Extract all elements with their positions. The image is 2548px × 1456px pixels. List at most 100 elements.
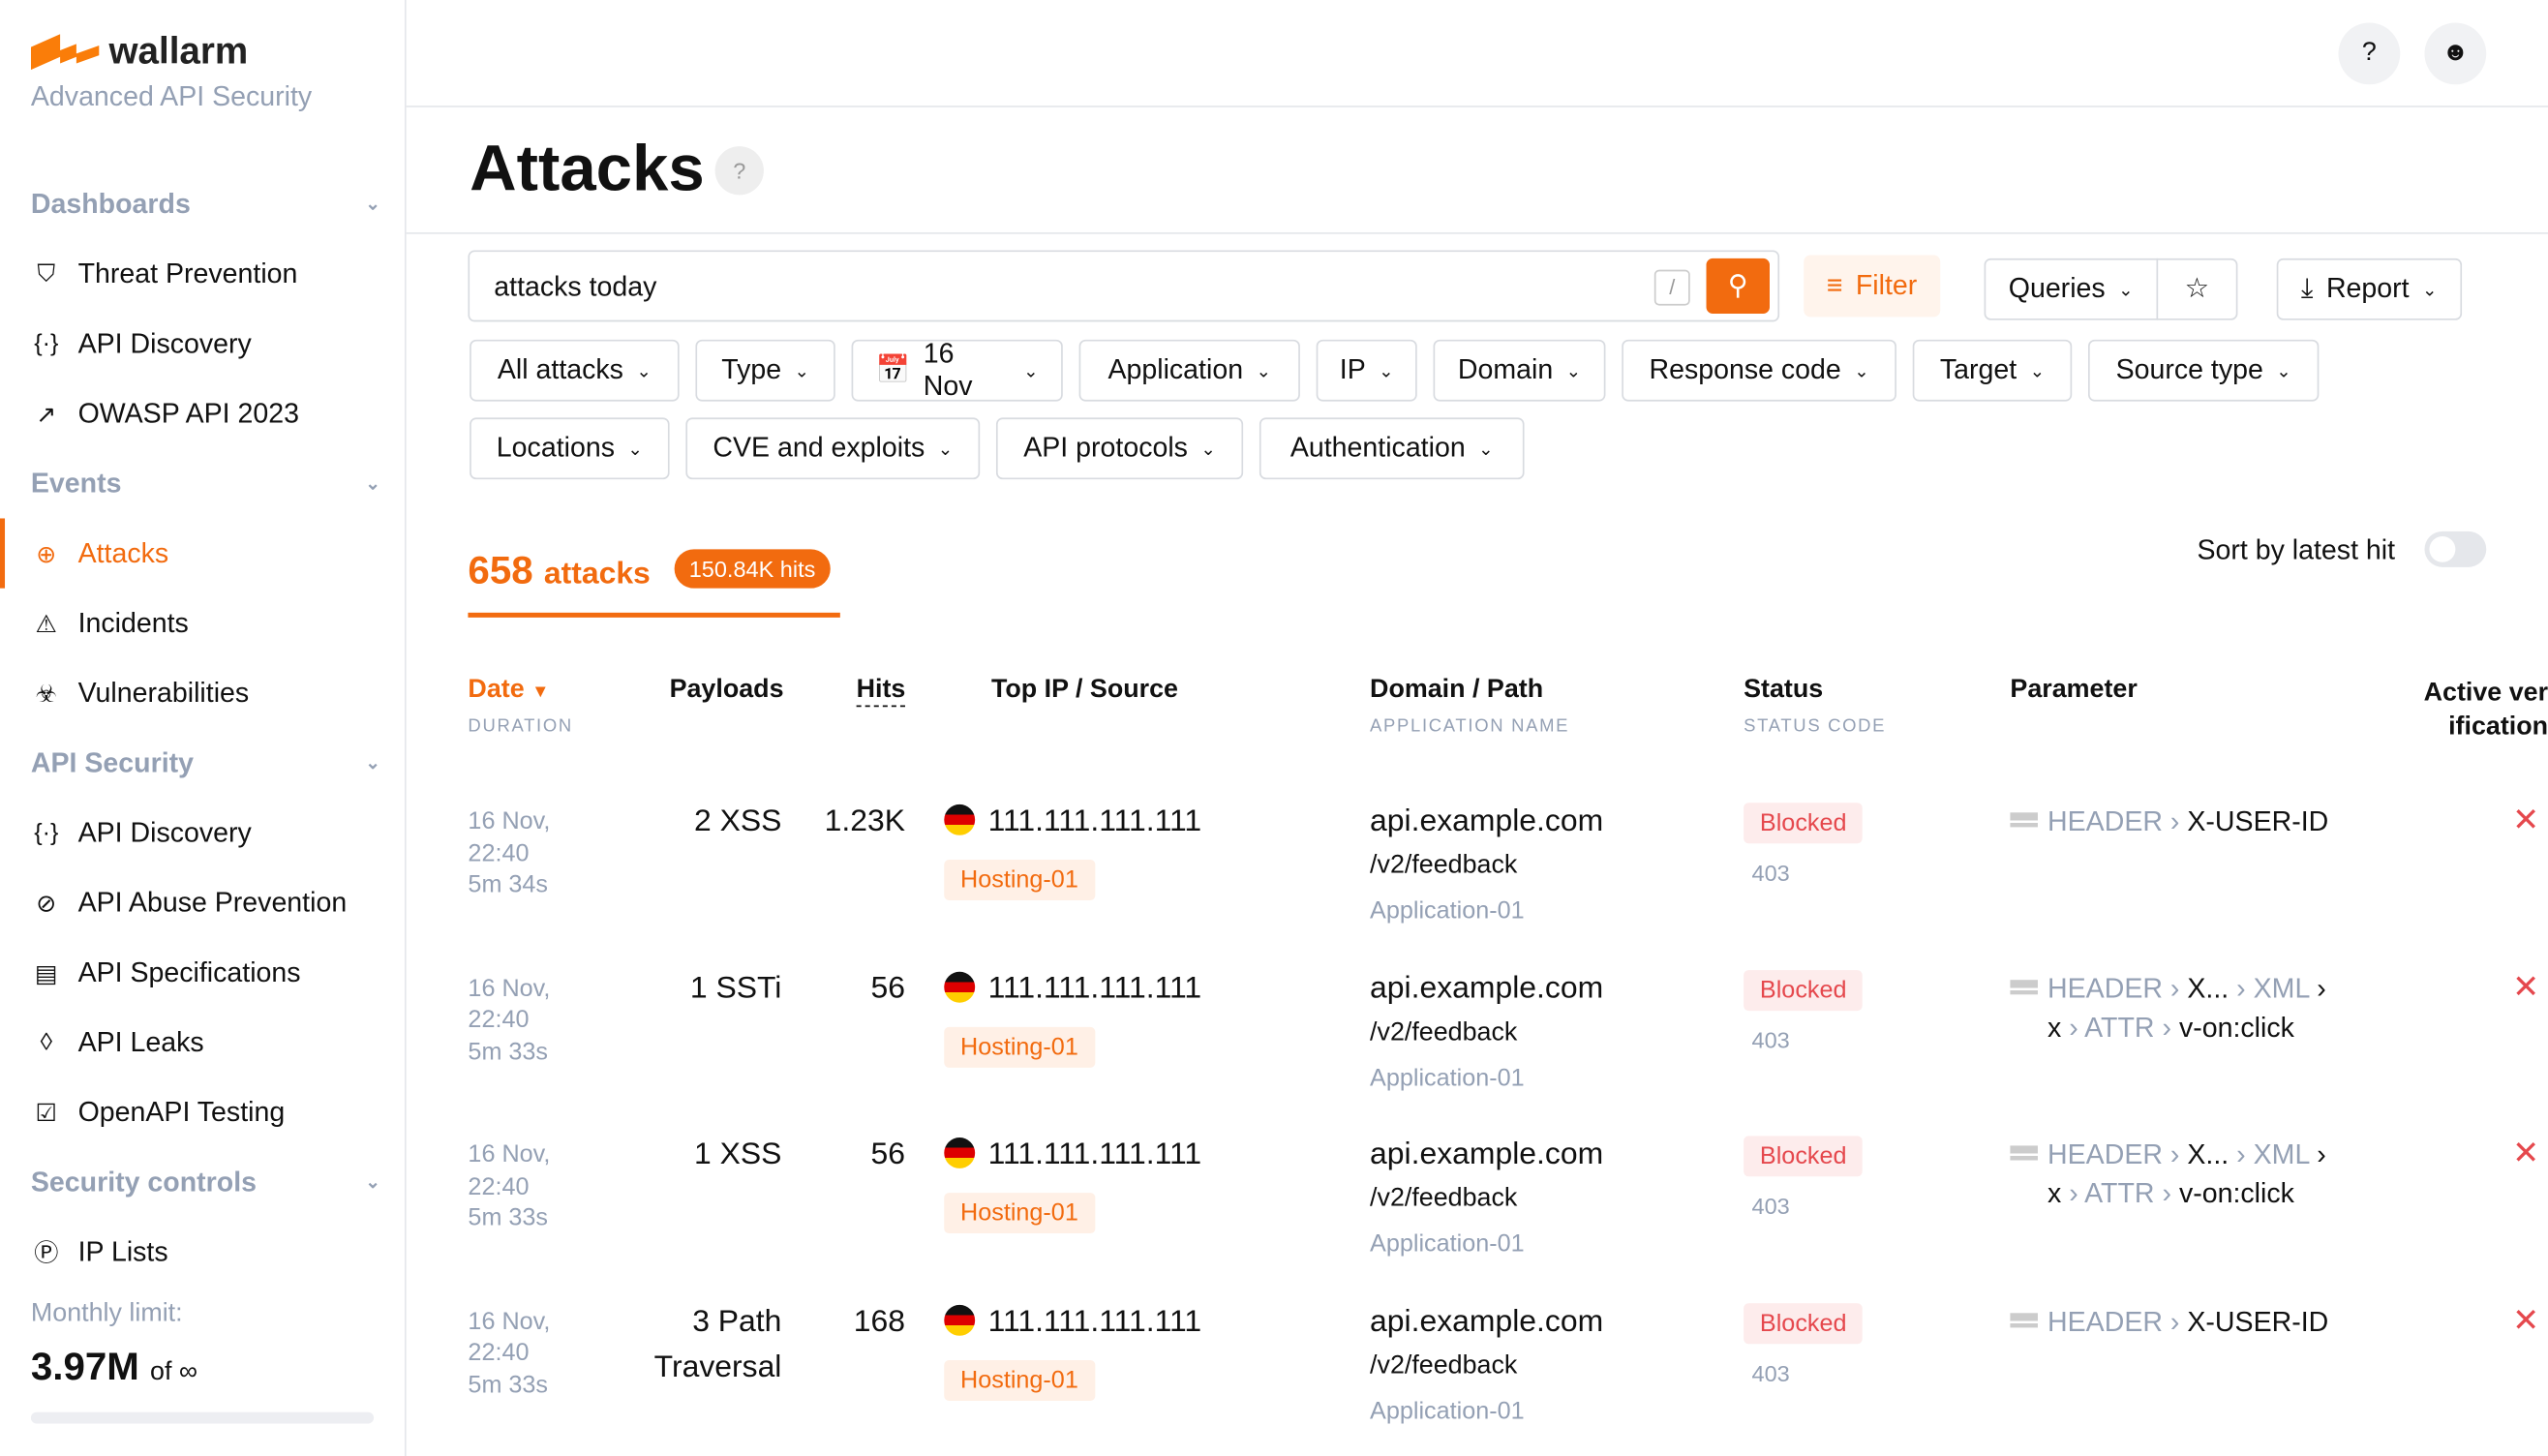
section-title: Dashboards: [30, 187, 191, 219]
wallarm-logo-icon: [30, 33, 100, 70]
ip: 111.111.111.111: [987, 1304, 1202, 1339]
germany-flag-icon: [944, 970, 976, 1002]
queries-dropdown[interactable]: Queries ⌄: [1984, 258, 2159, 320]
wallarm-logo[interactable]: wallarm: [30, 29, 248, 73]
divider: [406, 232, 2548, 234]
filter-chip[interactable]: API protocols ⌄: [995, 417, 1244, 480]
sidebar-item[interactable]: ▤ API Specifications: [0, 938, 407, 1008]
checklist-icon: ☑: [35, 1099, 58, 1128]
verification-failed-icon: ✕: [2512, 1302, 2540, 1339]
param-part: HEADER: [2048, 1138, 2163, 1170]
ip-cell[interactable]: 111.111.111.111: [944, 800, 1201, 845]
filter-chip-label: Target: [1939, 353, 2017, 385]
sidebar-item[interactable]: ⊘ API Abuse Prevention: [0, 867, 407, 937]
status-badge: Blocked: [1744, 1302, 1864, 1344]
filter-chip[interactable]: Application ⌄: [1078, 339, 1300, 402]
col-status: Status: [1744, 676, 1824, 704]
date: 16 Nov,: [468, 974, 551, 1002]
filter-chip[interactable]: Locations ⌄: [470, 417, 670, 480]
star-button[interactable]: ☆: [2156, 258, 2238, 320]
sidebar-section-2[interactable]: API Security ⌄: [0, 728, 407, 798]
help-icon[interactable]: ?: [2338, 22, 2401, 85]
filter-chip-label: API protocols: [1023, 432, 1188, 464]
filter-chip[interactable]: All attacks ⌄: [470, 339, 680, 402]
application-name: Application-01: [1370, 1229, 1525, 1259]
sort-toggle[interactable]: [2424, 531, 2487, 567]
warning-icon: ⚠: [35, 610, 58, 638]
brand-tagline: Advanced API Security: [30, 80, 313, 112]
filter-chip[interactable]: CVE and exploits ⌄: [685, 417, 981, 480]
table-row[interactable]: 16 Nov, 22:40 5m 33s 1 SSTi 56 111.111.111…: [0, 966, 2548, 1134]
filter-chip-label: All attacks: [497, 353, 623, 385]
filter-chip[interactable]: Domain ⌄: [1433, 339, 1606, 402]
sidebar-item[interactable]: ☑ OpenAPI Testing: [0, 1077, 407, 1147]
table-row[interactable]: 16 Nov, 22:40 5m 34s 2 XSS 1.23K 111.111.1…: [0, 800, 2548, 967]
date-cell: 16 Nov, 22:40 5m 33s: [468, 1306, 550, 1401]
filter-chip[interactable]: IP ⌄: [1316, 339, 1417, 402]
hits-cell: 168: [853, 1304, 905, 1339]
time: 22:40: [468, 838, 530, 867]
document-icon: ▤: [34, 959, 58, 987]
sidebar-item[interactable]: {·} API Discovery: [0, 309, 407, 379]
domain: api.example.com: [1370, 970, 1604, 1006]
sidebar-item-label: Vulnerabilities: [77, 677, 250, 709]
col-hits[interactable]: Hits: [856, 676, 906, 708]
sidebar-item[interactable]: ◊ API Leaks: [0, 1008, 407, 1077]
monthly-limit-value: 3.97M of ∞: [31, 1346, 197, 1391]
duration: 5m 33s: [468, 1203, 549, 1232]
table-row[interactable]: 16 Nov, 22:40 5m 33s 3 Path Traversal 168 1…: [0, 1299, 2548, 1456]
status-code: 403: [1751, 1026, 1790, 1052]
filter-chip[interactable]: Response code ⌄: [1622, 339, 1896, 402]
filter-chip[interactable]: Target ⌄: [1912, 339, 2073, 402]
limit-of: of ∞: [150, 1358, 198, 1386]
chevron-down-icon: ⌄: [1256, 361, 1271, 381]
date-cell: 16 Nov, 22:40 5m 34s: [468, 806, 550, 901]
col-status-code: STATUS CODE: [1744, 716, 1887, 737]
sidebar-section-0[interactable]: Dashboards ⌄: [0, 169, 407, 239]
parameter-cell: HEADER › X-USER-ID: [2010, 803, 2400, 841]
sidebar-item[interactable]: ↗ OWASP API 2023: [0, 379, 407, 448]
status-badge: Blocked: [1744, 1136, 1864, 1177]
sidebar-section-3[interactable]: Security controls ⌄: [0, 1147, 407, 1217]
ip-cell[interactable]: 111.111.111.111: [944, 1299, 1201, 1345]
filter-chip[interactable]: 📅 16 Nov ⌄: [851, 338, 1063, 402]
param-part: HEADER: [2048, 1305, 2163, 1337]
sidebar-item[interactable]: Ⓟ IP Lists: [0, 1217, 407, 1287]
germany-flag-icon: [944, 1304, 976, 1335]
queries-label: Queries: [2008, 273, 2106, 304]
table-row[interactable]: 16 Nov, 22:40 5m 33s 1 XSS 56 111.111.111.…: [0, 1133, 2548, 1300]
col-date[interactable]: Date ▼: [468, 676, 549, 705]
filter-chip[interactable]: Type ⌄: [695, 339, 835, 402]
title-help-icon[interactable]: ?: [714, 146, 764, 196]
sidebar-item[interactable]: ⊕ Attacks: [0, 518, 407, 589]
search-button[interactable]: ⚲: [1706, 258, 1770, 314]
filter-button[interactable]: ≡ Filter: [1804, 255, 1940, 318]
filter-chip[interactable]: Authentication ⌄: [1259, 417, 1525, 480]
sidebar-item-label: Attacks: [77, 536, 169, 568]
sidebar-item[interactable]: ⛉ Threat Prevention: [0, 239, 407, 309]
param-part: XML: [2253, 972, 2310, 1004]
report-button[interactable]: ⤓ Report ⌄: [2276, 258, 2462, 320]
sidebar-item[interactable]: ⚠ Incidents: [0, 589, 407, 658]
hits-cell: 56: [870, 970, 905, 1006]
user-icon[interactable]: ☻: [2424, 22, 2487, 85]
param-part: X...: [2187, 972, 2230, 1004]
param-part: v-on:click: [2178, 1177, 2294, 1209]
sidebar-section-1[interactable]: Events ⌄: [0, 448, 407, 518]
sidebar-item[interactable]: ☣ Vulnerabilities: [0, 658, 407, 728]
param-part: HEADER: [2048, 972, 2163, 1004]
param-part: ATTR: [2084, 1177, 2155, 1209]
ip-cell[interactable]: 111.111.111.111: [944, 1133, 1201, 1178]
braces-icon: {·}: [34, 329, 59, 358]
sidebar-item-label: OpenAPI Testing: [77, 1096, 286, 1128]
filter-label: Filter: [1855, 269, 1918, 301]
limit-progress-bar: [30, 1411, 375, 1424]
sidebar-item[interactable]: {·} API Discovery: [0, 798, 407, 867]
ip-cell[interactable]: 111.111.111.111: [944, 966, 1201, 1012]
sidebar-item-label: API Leaks: [77, 1026, 204, 1057]
payload: 2 XSS: [693, 804, 782, 839]
filter-chip[interactable]: Source type ⌄: [2088, 339, 2320, 402]
duration: 5m 33s: [468, 1370, 549, 1399]
sort-label: Sort by latest hit: [2197, 534, 2396, 566]
search-input[interactable]: attacks today: [468, 250, 1780, 322]
